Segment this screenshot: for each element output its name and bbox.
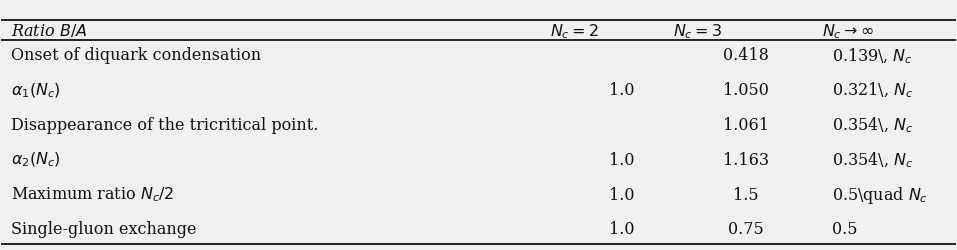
Text: Onset of diquark condensation: Onset of diquark condensation: [11, 47, 261, 64]
Text: 1.0: 1.0: [609, 186, 634, 203]
Text: 0.321\, $N_c$: 0.321\, $N_c$: [832, 81, 913, 100]
Text: Single-gluon exchange: Single-gluon exchange: [11, 220, 196, 237]
Text: 0.5\quad $N_c$: 0.5\quad $N_c$: [832, 184, 927, 205]
Text: 1.0: 1.0: [609, 220, 634, 237]
Text: 0.354\, $N_c$: 0.354\, $N_c$: [832, 115, 913, 135]
Text: $N_c = 3$: $N_c = 3$: [674, 22, 723, 40]
Text: Maximum ratio $N_c/2$: Maximum ratio $N_c/2$: [11, 185, 174, 204]
Text: $\alpha_1(N_c)$: $\alpha_1(N_c)$: [11, 81, 60, 100]
Text: 0.75: 0.75: [728, 220, 764, 237]
Text: 1.0: 1.0: [609, 82, 634, 99]
Text: 1.5: 1.5: [733, 186, 759, 203]
Text: 1.061: 1.061: [723, 116, 768, 134]
Text: $\alpha_2(N_c)$: $\alpha_2(N_c)$: [11, 150, 60, 169]
Text: 1.0: 1.0: [609, 151, 634, 168]
Text: Ratio $B/A$: Ratio $B/A$: [11, 22, 87, 40]
Text: 0.139\, $N_c$: 0.139\, $N_c$: [832, 46, 912, 66]
Text: 0.418: 0.418: [723, 47, 768, 64]
Text: 0.5: 0.5: [832, 220, 857, 237]
Text: 0.354\, $N_c$: 0.354\, $N_c$: [832, 150, 913, 169]
Text: 1.163: 1.163: [723, 151, 768, 168]
Text: Disappearance of the tricritical point.: Disappearance of the tricritical point.: [11, 116, 319, 134]
Text: $N_c = 2$: $N_c = 2$: [549, 22, 598, 40]
Text: $N_c \rightarrow \infty$: $N_c \rightarrow \infty$: [822, 22, 874, 40]
Text: 1.050: 1.050: [723, 82, 768, 99]
